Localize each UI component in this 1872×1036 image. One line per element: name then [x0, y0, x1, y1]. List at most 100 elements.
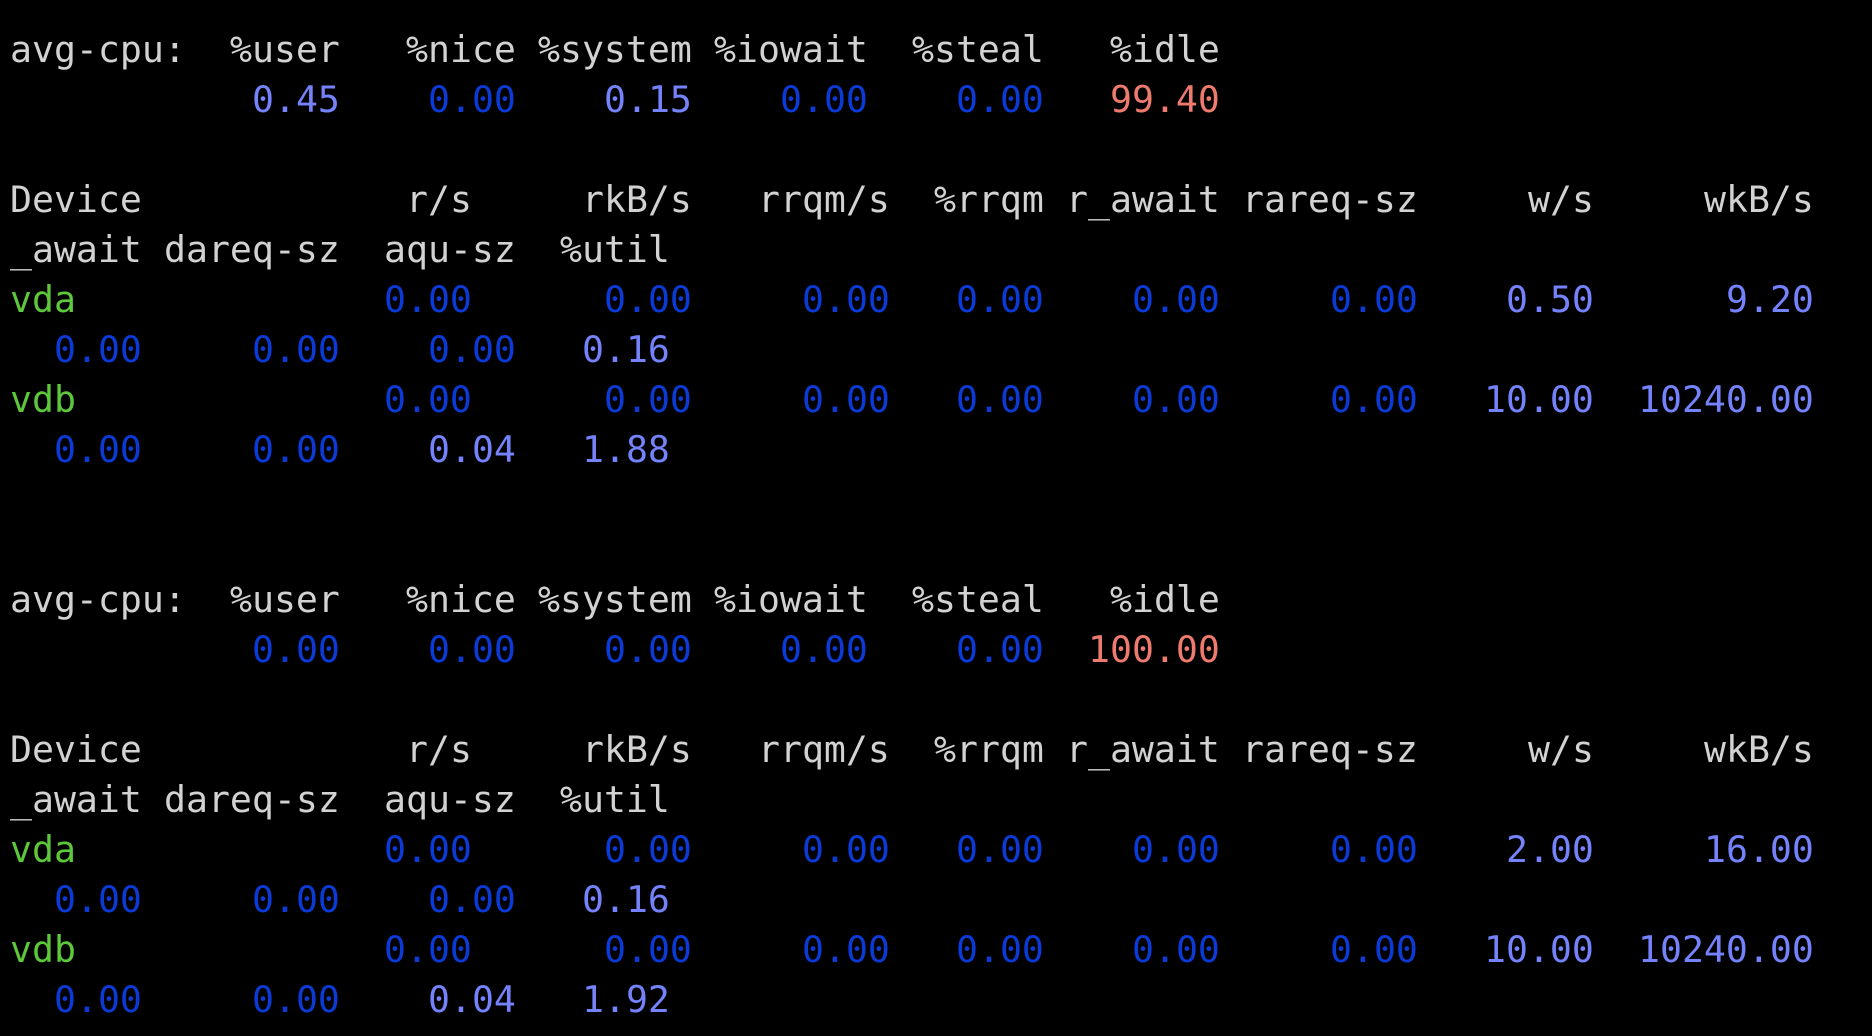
- device-header: wkB/s: [1704, 178, 1814, 221]
- device-header: r/s: [406, 178, 472, 221]
- cpu-header: %idle: [1110, 578, 1220, 621]
- device-header: %util: [560, 228, 670, 271]
- cpu-header: %iowait: [714, 28, 868, 71]
- device-header: rrqm/s: [758, 728, 890, 771]
- device-stat-value: 0.00: [54, 978, 142, 1021]
- cpu-header: %steal: [912, 578, 1044, 621]
- cpu-header: %system: [538, 578, 692, 621]
- device-stat-value: 0.00: [54, 428, 142, 471]
- cpu-value: 0.00: [780, 628, 868, 671]
- device-stat-value: 0.16: [582, 878, 670, 921]
- cpu-header: %steal: [912, 28, 1044, 71]
- device-header: rrqm/s: [758, 178, 890, 221]
- device-stat-value: 0.00: [604, 378, 692, 421]
- device-stat-value: 0.00: [956, 378, 1044, 421]
- device-header: %util: [560, 778, 670, 821]
- cpu-value: 0.15: [604, 78, 692, 121]
- device-stat-value: 0.50: [1506, 278, 1594, 321]
- device-header: rareq-sz: [1242, 728, 1418, 771]
- cpu-header: %nice: [406, 28, 516, 71]
- device-stat-value: 10.00: [1484, 928, 1594, 971]
- device-stat-value: 0.00: [956, 278, 1044, 321]
- device-stat-value: 0.00: [604, 928, 692, 971]
- device-stat-value: 0.00: [1330, 278, 1418, 321]
- device-stat-value: 0.00: [1330, 378, 1418, 421]
- device-header: dareq-sz: [164, 228, 340, 271]
- device-stat-value: 0.00: [956, 828, 1044, 871]
- device-stat-value: 0.00: [252, 978, 340, 1021]
- cpu-header: %nice: [406, 578, 516, 621]
- device-header: %rrqm: [934, 178, 1044, 221]
- device-header: %rrqm: [934, 728, 1044, 771]
- device-header: aqu-sz: [384, 778, 516, 821]
- cpu-value: 0.45: [252, 78, 340, 121]
- device-stat-value: 0.00: [252, 878, 340, 921]
- device-stat-value: 0.00: [802, 278, 890, 321]
- device-stat-value: 0.00: [802, 928, 890, 971]
- device-stat-value: 0.00: [54, 878, 142, 921]
- cpu-value: 0.00: [604, 628, 692, 671]
- device-stat-value: 2.00: [1506, 828, 1594, 871]
- device-stat-value: 1.92: [582, 978, 670, 1021]
- device-stat-value: 0.04: [428, 428, 516, 471]
- device-header: aqu-sz: [384, 228, 516, 271]
- device-header: _await: [10, 778, 142, 821]
- device-stat-value: 0.00: [54, 328, 142, 371]
- device-header: wkB/s: [1704, 728, 1814, 771]
- device-header: w/s: [1528, 178, 1594, 221]
- cpu-label: avg-cpu:: [10, 28, 186, 71]
- device-name: vdb: [10, 928, 76, 971]
- cpu-value: 0.00: [428, 78, 516, 121]
- device-header: rareq-sz: [1242, 178, 1418, 221]
- device-stat-value: 0.00: [428, 878, 516, 921]
- device-stat-value: 0.00: [1132, 278, 1220, 321]
- device-header-label: Device: [10, 178, 142, 221]
- device-stat-value: 0.16: [582, 328, 670, 371]
- device-header: r/s: [406, 728, 472, 771]
- cpu-header: %idle: [1110, 28, 1220, 71]
- cpu-value: 0.00: [956, 628, 1044, 671]
- cpu-value: 0.00: [956, 78, 1044, 121]
- device-stat-value: 0.00: [1132, 828, 1220, 871]
- device-header: rkB/s: [582, 728, 692, 771]
- cpu-label: avg-cpu:: [10, 578, 186, 621]
- device-stat-value: 0.00: [802, 828, 890, 871]
- device-stat-value: 0.00: [384, 278, 472, 321]
- device-stat-value: 0.00: [802, 378, 890, 421]
- device-stat-value: 0.00: [428, 328, 516, 371]
- device-stat-value: 0.00: [252, 328, 340, 371]
- device-stat-value: 16.00: [1704, 828, 1814, 871]
- device-header: w/s: [1528, 728, 1594, 771]
- device-header: r_await: [1066, 728, 1220, 771]
- device-stat-value: 10240.00: [1638, 378, 1814, 421]
- device-stat-value: 9.20: [1726, 278, 1814, 321]
- device-header-label: Device: [10, 728, 142, 771]
- device-stat-value: 0.00: [384, 828, 472, 871]
- device-name: vda: [10, 278, 76, 321]
- device-stat-value: 0.00: [1330, 828, 1418, 871]
- device-stat-value: 10240.00: [1638, 928, 1814, 971]
- cpu-header: %user: [230, 28, 340, 71]
- device-header: r_await: [1066, 178, 1220, 221]
- device-stat-value: 0.00: [384, 928, 472, 971]
- cpu-value: 99.40: [1110, 78, 1220, 121]
- device-header: dareq-sz: [164, 778, 340, 821]
- device-stat-value: 0.00: [604, 828, 692, 871]
- cpu-value: 0.00: [252, 628, 340, 671]
- device-stat-value: 0.00: [956, 928, 1044, 971]
- device-name: vdb: [10, 378, 76, 421]
- device-header: rkB/s: [582, 178, 692, 221]
- cpu-value: 0.00: [428, 628, 516, 671]
- device-header: _await: [10, 228, 142, 271]
- device-name: vda: [10, 828, 76, 871]
- device-stat-value: 0.00: [1330, 928, 1418, 971]
- cpu-value: 100.00: [1088, 628, 1220, 671]
- device-stat-value: 0.00: [1132, 928, 1220, 971]
- device-stat-value: 0.04: [428, 978, 516, 1021]
- cpu-header: %system: [538, 28, 692, 71]
- device-stat-value: 1.88: [582, 428, 670, 471]
- device-stat-value: 0.00: [384, 378, 472, 421]
- device-stat-value: 10.00: [1484, 378, 1594, 421]
- cpu-header: %user: [230, 578, 340, 621]
